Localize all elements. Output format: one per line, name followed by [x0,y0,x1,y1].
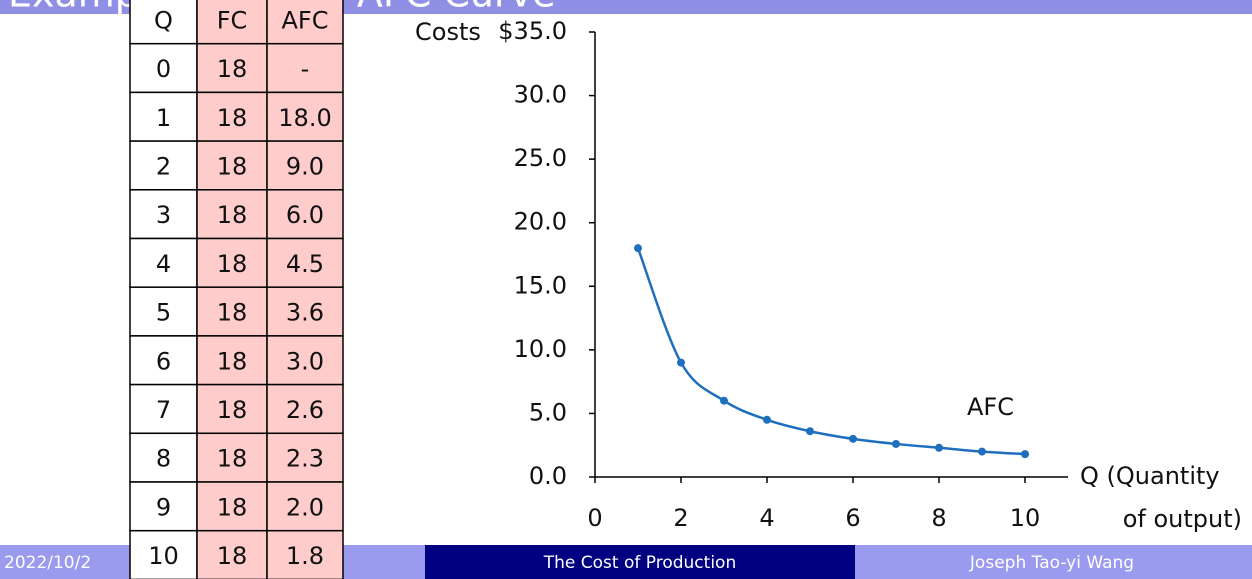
y-tick-label: 30.0 [514,81,567,109]
footer-right [855,545,1252,579]
table-value: 1.8 [286,542,324,570]
y-tick-label: 0.0 [529,462,567,490]
afc-point [1021,450,1029,459]
table-value: 10 [148,542,179,570]
footer-author: Joseph Tao-yi Wang [969,553,1134,573]
table-cell [129,42,198,94]
afc-point [892,439,900,448]
y-tick-label: 20.0 [514,208,567,236]
table-value: 2.3 [286,445,324,473]
afc-point [677,358,685,367]
table-header: AFC [282,6,329,34]
table-value: 18 [217,104,248,132]
table-value: 2.0 [286,493,324,521]
x-axis-label: Q (Quantity [1080,462,1220,490]
table-value: 18 [217,299,248,327]
table-cell [129,529,198,579]
x-tick-label: 6 [845,504,860,532]
table-value: 9 [156,493,171,521]
table-cell [129,237,198,288]
table-value: 8 [156,445,171,473]
afc-point [720,396,728,405]
table-value: 0 [156,55,171,83]
y-tick-label: 5.0 [529,398,567,426]
footer-date: 2022/10/2 [4,553,91,573]
table-value: 4 [156,250,171,278]
footer-title: The Cost of Production [543,553,736,573]
table-cell [266,481,344,532]
table-value: 1 [156,104,171,132]
table-value: 6 [156,347,171,375]
table-value: 2.6 [286,396,324,424]
table-cell [129,481,198,532]
table-cell [266,189,344,240]
table-value: 18 [217,445,248,473]
x-tick-label: 0 [587,504,602,532]
table-value: 18 [217,201,248,229]
footer-center-bg [425,545,855,579]
table-cell [129,335,198,386]
table-value: 18 [217,493,248,521]
table-value: 2 [156,152,171,180]
table-value: - [301,55,310,83]
afc-point [634,244,642,253]
table-value: 6.0 [286,201,324,229]
table-cell [266,42,344,94]
table-cell [196,529,268,579]
table-value: 18 [217,250,248,278]
x-axis-label: of output) [1123,505,1242,533]
table-value: 9.0 [286,152,324,180]
afc-point [763,415,771,424]
table-value: 18.0 [278,104,331,132]
y-tick-label: 15.0 [514,271,567,299]
afc-point [935,443,943,452]
table-value: 3.6 [286,299,324,327]
y-tick-label: 10.0 [514,335,567,363]
table-cell [266,237,344,288]
afc-point [806,427,814,436]
table-value: 18 [217,152,248,180]
y-tick-label: $35.0 [498,17,567,45]
table-cell [266,91,344,142]
table-cell [196,286,268,337]
series-label: AFC [967,393,1014,421]
x-tick-label: 4 [759,504,774,532]
table-value: 18 [217,55,248,83]
table-value: 3 [156,201,171,229]
table-header: FC [217,6,248,34]
table-cell [129,0,198,45]
afc-point [978,447,986,456]
table-header: Q [154,6,173,34]
table-cell [266,383,344,435]
table-cell [129,140,198,191]
table-cell [266,140,344,191]
table-cell [129,189,198,240]
table-value: 18 [217,347,248,375]
table-value: 3.0 [286,347,324,375]
x-tick-label: 10 [1010,504,1041,532]
x-tick-label: 2 [673,504,688,532]
table-cell [196,481,268,532]
afc-point [849,434,857,443]
table-value: 4.5 [286,250,324,278]
x-tick-label: 8 [931,504,946,532]
table-cell [196,432,268,483]
table-cell [196,42,268,94]
table-value: 5 [156,299,171,327]
table-cell [266,529,344,579]
y-axis-label: Costs [415,18,481,46]
y-tick-label: 25.0 [514,144,567,172]
table-value: 18 [217,542,248,570]
table-cell [266,432,344,483]
table-value: 7 [156,396,171,424]
afc-line [636,247,1026,456]
table-value: 18 [217,396,248,424]
